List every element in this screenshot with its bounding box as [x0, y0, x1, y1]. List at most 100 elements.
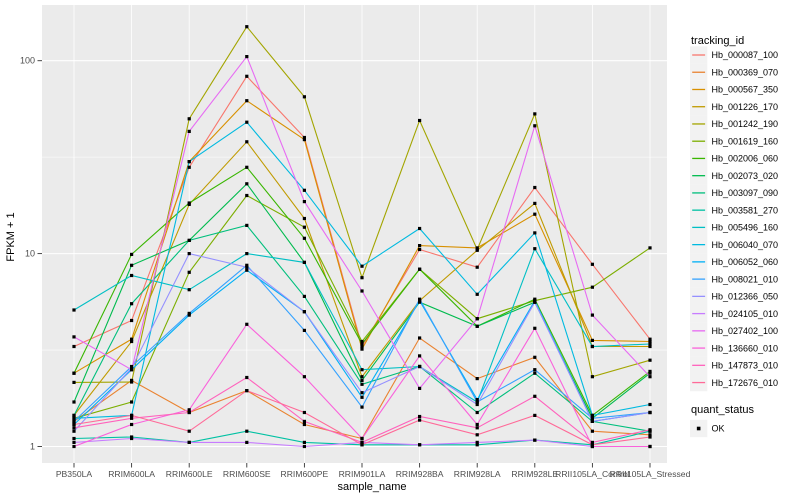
data-point	[302, 216, 306, 221]
data-point	[72, 422, 76, 427]
legend-entry: Hb_005496_160	[690, 218, 778, 237]
legend-quant-status-title: quant_status	[691, 404, 754, 416]
data-point	[130, 302, 134, 306]
data-point	[302, 138, 306, 142]
data-point	[475, 292, 479, 296]
data-point	[475, 324, 479, 328]
legend: tracking_id Hb_000087_100Hb_000369_070Hb…	[690, 35, 779, 438]
data-point	[590, 419, 594, 423]
data-point	[360, 264, 364, 268]
data-point	[418, 364, 422, 369]
x-tick-label: RRIM600LE	[166, 469, 213, 479]
data-point	[533, 371, 537, 375]
legend-entry: Hb_147873_010	[690, 356, 779, 374]
data-point	[475, 433, 479, 437]
data-point	[187, 165, 191, 169]
data-point	[648, 358, 652, 362]
x-tick-label: RRII105LA_Stressed	[610, 469, 691, 479]
data-point	[245, 429, 249, 433]
data-point	[302, 440, 306, 444]
legend-entry: Hb_000567_350	[690, 80, 779, 99]
data-point	[418, 336, 422, 340]
plot-panel	[42, 5, 667, 463]
data-point	[648, 344, 652, 349]
legend-entry-label: Hb_001226_170	[712, 102, 779, 112]
data-point	[590, 444, 594, 449]
data-point	[187, 238, 191, 242]
data-point	[360, 347, 364, 351]
legend-entry-label: Hb_001242_190	[712, 119, 779, 129]
data-point	[360, 378, 364, 382]
data-point	[590, 344, 594, 349]
data-point	[418, 418, 422, 422]
legend-entry: Hb_001619_160	[690, 132, 778, 150]
legend-entry-label: Hb_000087_100	[712, 50, 779, 60]
data-point	[302, 310, 306, 314]
data-point	[302, 200, 306, 204]
legend-entry: Hb_006040_070	[690, 235, 778, 254]
data-point	[245, 165, 249, 169]
legend-entry: Hb_008021_010	[690, 270, 778, 288]
data-point	[130, 339, 134, 344]
data-point	[648, 444, 652, 449]
data-point	[130, 337, 134, 341]
legend-entry-label: Hb_172676_010	[712, 378, 779, 388]
legend-entry-label: Hb_147873_010	[712, 361, 779, 371]
x-tick-label: RRIM600SE	[223, 469, 271, 479]
data-point	[187, 160, 191, 164]
legend-entry: Hb_000087_100	[690, 46, 779, 64]
data-point	[360, 368, 364, 372]
data-point	[245, 389, 249, 393]
legend-entry: Hb_002073_020	[690, 167, 778, 185]
data-point	[245, 140, 249, 144]
data-point	[533, 355, 537, 359]
legend-entry-label: Hb_003097_090	[712, 188, 779, 198]
data-point	[187, 201, 191, 205]
data-point	[648, 342, 652, 346]
legend-quant-status-entries: OK	[690, 419, 725, 438]
y-axis-title: FPKM + 1	[5, 212, 17, 261]
legend-entry-label: Hb_000567_350	[712, 85, 779, 95]
data-point	[418, 244, 422, 248]
data-point	[533, 231, 537, 235]
data-point	[533, 112, 537, 116]
data-point	[302, 328, 306, 332]
legend-entry-label: Hb_024105_010	[712, 309, 779, 319]
y-tick-label: 100	[20, 56, 35, 66]
data-point	[130, 252, 134, 256]
legend-tracking-id-title: tracking_id	[691, 35, 744, 47]
data-point	[418, 247, 422, 252]
data-point	[302, 236, 306, 240]
data-point	[648, 375, 652, 379]
data-point	[533, 185, 537, 190]
data-point	[360, 344, 364, 349]
data-point	[245, 99, 249, 103]
legend-entries: Hb_000087_100 Hb_000369_070 Hb_000567_350 H…	[690, 46, 779, 392]
data-point	[187, 129, 191, 133]
data-point	[360, 382, 364, 386]
data-point	[418, 226, 422, 231]
data-point	[302, 410, 306, 415]
data-point	[302, 95, 306, 99]
x-tick-label: RRIM928BA	[396, 469, 444, 479]
data-point	[475, 265, 479, 269]
legend-entry: Hb_024105_010	[690, 304, 779, 323]
legend-entry: Hb_002006_060	[690, 149, 778, 168]
data-point	[245, 74, 249, 78]
data-point	[360, 443, 364, 447]
x-tick-label: RRII105LA_Control	[555, 469, 630, 479]
data-point	[360, 440, 364, 444]
data-point	[360, 395, 364, 399]
legend-entry-label: Hb_027402_100	[712, 326, 779, 336]
data-point	[72, 429, 76, 433]
legend-entry: Hb_136660_010	[690, 339, 778, 357]
data-point	[245, 25, 249, 29]
data-point	[187, 313, 191, 317]
data-point	[245, 182, 249, 186]
data-point	[360, 276, 364, 280]
data-point	[302, 422, 306, 427]
legend-quant-status-label: OK	[712, 424, 725, 434]
data-point	[302, 294, 306, 298]
